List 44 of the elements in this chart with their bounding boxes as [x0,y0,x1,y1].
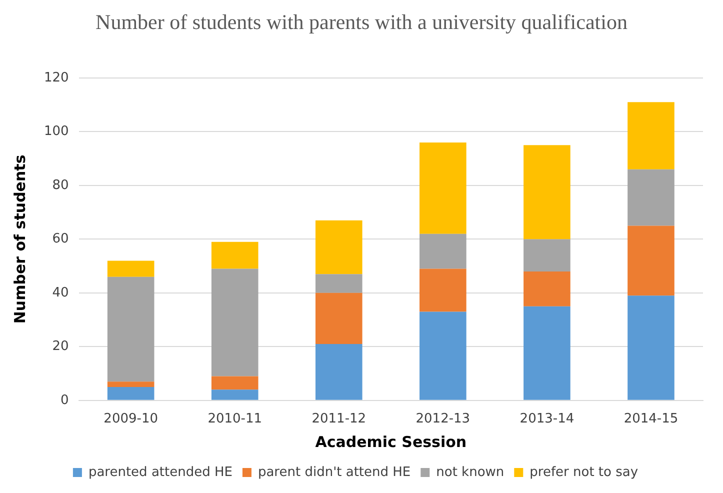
bar [211,376,258,390]
bar [524,271,570,306]
y-tick-label: 100 [44,124,69,140]
x-tick-label: 2011-12 [312,412,366,427]
bar [107,276,154,382]
bar [524,306,570,400]
x-tick-label: 2012-13 [416,412,470,427]
bar [315,220,362,274]
bar [628,296,674,400]
bar [211,390,258,400]
x-tick-label: 2010-11 [208,412,262,427]
bar [628,102,674,170]
x-tick-label: 2014-15 [624,412,678,427]
x-axis-title: Academic Session [315,432,467,451]
bar [628,226,674,296]
bar [420,142,466,234]
bar [420,268,466,312]
y-tick-label: 120 [44,70,69,86]
legend-label: parented attended HE [88,464,232,480]
y-axis-title: Number of students [10,154,29,324]
y-tick-label: 0 [60,392,69,408]
y-tick-label: 60 [52,232,69,247]
bar [420,312,466,400]
bar [420,234,466,269]
legend-label: parent didn't attend HE [258,464,411,480]
bar [315,292,362,344]
bar [107,260,154,277]
bar [107,382,154,387]
bar [211,268,258,376]
y-tick-label: 20 [52,339,69,354]
chart-title: Number of students with parents with a university qualification [94,9,628,36]
x-tick-label: 2013-14 [520,412,574,427]
bar [211,242,258,269]
bar [107,386,154,400]
bar [315,344,362,400]
bar [524,239,570,272]
y-tick-label: 40 [52,285,69,300]
x-tick-label: 2009-10 [104,412,158,427]
legend-label: not known [436,464,504,480]
bar [524,145,570,240]
y-tick-label: 80 [52,178,69,193]
bar [628,169,674,226]
legend-label: prefer not to say [530,464,638,480]
bar [315,274,362,293]
